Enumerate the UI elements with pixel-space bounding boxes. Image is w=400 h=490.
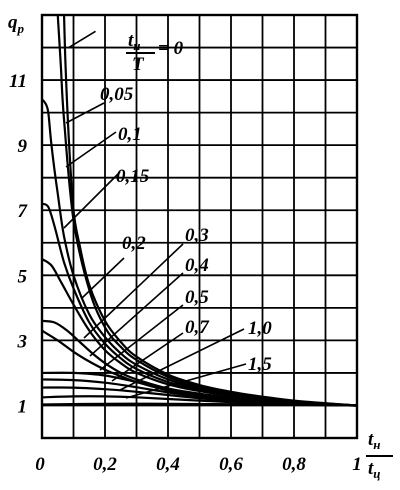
curve-label: 0,2 <box>122 233 146 254</box>
annotation-leader <box>89 272 184 357</box>
curve-label: 0,3 <box>185 225 209 246</box>
annotation-leader <box>63 171 121 229</box>
annotation-leader <box>81 257 125 299</box>
x-tick-label: 0,2 <box>93 454 117 475</box>
y-tick-label: 3 <box>17 331 28 352</box>
annotation-leader <box>65 102 105 124</box>
y-tick-label: 5 <box>18 266 28 287</box>
x-tick-label: 1 <box>352 454 362 475</box>
x-tick-label: 0,8 <box>282 454 306 475</box>
y-tick-label: 1 <box>18 396 28 417</box>
annotation-leader <box>65 131 117 168</box>
x-axis-label: tн tц <box>366 429 393 481</box>
curves <box>41 14 358 407</box>
legend-leader <box>68 30 96 49</box>
y-tick-label: 9 <box>18 136 28 157</box>
x-tick-label: 0,4 <box>156 454 180 475</box>
curve-label: 0,7 <box>185 317 210 338</box>
legend-equals: = 0 <box>158 38 184 59</box>
legend-formula: tн T = 0 <box>126 30 184 75</box>
legend-denominator: T <box>132 54 145 75</box>
curve-label: 0,05 <box>100 84 134 105</box>
x-axis-denominator: tц <box>368 458 381 481</box>
curve-label: 1,0 <box>248 318 272 339</box>
annotation-leader <box>83 243 184 339</box>
curve-label: 0,4 <box>185 255 209 276</box>
curve-label: 0,5 <box>185 287 209 308</box>
curve-label: 0,1 <box>118 124 142 145</box>
annotation-leader <box>125 363 247 399</box>
x-axis-numerator: tн <box>368 429 381 452</box>
curve-label: 1,5 <box>248 354 272 375</box>
curve-label: 0,15 <box>116 166 150 187</box>
x-tick-label: 0,6 <box>219 454 243 475</box>
annotation-leader <box>111 332 184 382</box>
annotation-leader <box>119 328 245 391</box>
label-leaders <box>63 30 247 399</box>
series-line <box>41 402 358 407</box>
annotation-leader <box>99 304 184 371</box>
legend-numerator: tн <box>128 30 141 53</box>
y-axis-label: qp <box>8 12 25 36</box>
y-tick-label: 11 <box>9 71 27 92</box>
y-tick-label: 7 <box>18 201 29 222</box>
x-tick-label: 0 <box>35 454 45 475</box>
